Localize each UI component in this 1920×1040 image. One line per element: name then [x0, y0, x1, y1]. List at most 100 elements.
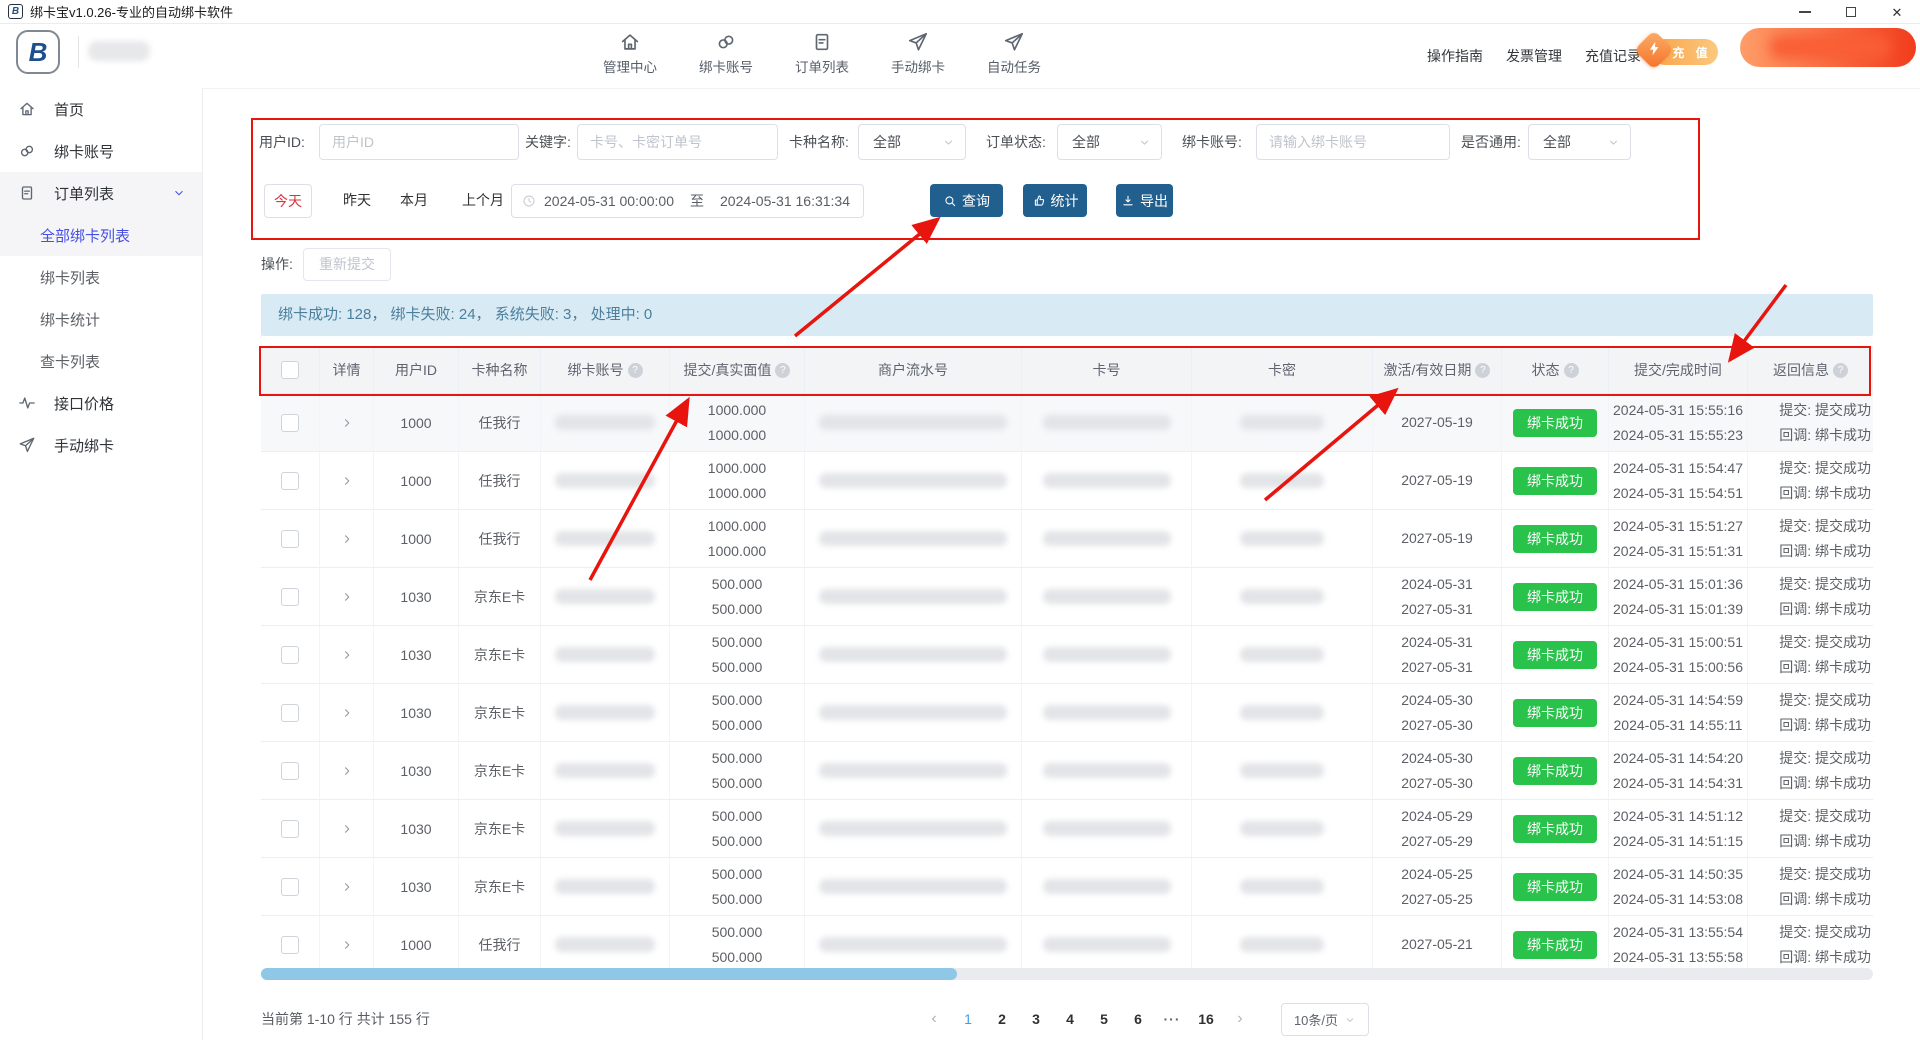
maximize-button[interactable] — [1828, 0, 1874, 24]
query-button[interactable]: 查询 — [930, 184, 1003, 217]
row-checkbox[interactable] — [281, 761, 299, 780]
row-checkbox[interactable] — [281, 471, 299, 490]
keyword-label: 关键字: — [525, 134, 571, 150]
sidebar-item-manual-bind[interactable]: 手动绑卡 — [0, 424, 202, 466]
page-button-6[interactable]: 6 — [1134, 1011, 1142, 1027]
date-line: 2024-05-31 — [1401, 633, 1473, 650]
bind-account-input[interactable] — [1256, 124, 1450, 160]
cell-bind-account-blurred — [541, 510, 670, 567]
result-line: 回调: 绑卡成功 — [1779, 716, 1871, 733]
chevron-right-icon[interactable] — [340, 474, 354, 488]
minimize-button[interactable] — [1782, 0, 1828, 24]
status-badge: 绑卡成功 — [1513, 582, 1597, 611]
row-select-cell — [261, 510, 320, 567]
quick-range-1[interactable]: 今天 — [264, 184, 312, 218]
column-header-label: 状态 — [1531, 362, 1560, 378]
resubmit-button-disabled[interactable]: 重新提交 — [303, 248, 391, 281]
chevron-right-icon[interactable] — [340, 416, 354, 430]
chevron-right-icon[interactable] — [340, 880, 354, 894]
chevron-right-icon[interactable] — [340, 764, 354, 778]
status-badge: 绑卡成功 — [1513, 408, 1597, 437]
link-invoice-manage[interactable]: 发票管理 — [1506, 48, 1562, 64]
row-checkbox[interactable] — [281, 529, 299, 548]
sidebar-item-bind-account[interactable]: 绑卡账号 — [0, 130, 202, 172]
row-checkbox[interactable] — [281, 645, 299, 664]
page-button-16[interactable]: 16 — [1198, 1011, 1214, 1027]
blurred-value — [1042, 473, 1171, 488]
row-detail-cell — [320, 916, 374, 973]
nav-item-bind-account[interactable]: 绑卡账号 — [678, 28, 774, 76]
nav-item-auto-task[interactable]: 自动任务 — [966, 28, 1062, 76]
sidebar: 首页 绑卡账号 订单列表 全部绑卡列表绑卡列表绑卡统计查卡列表接口价格 手动绑卡 — [0, 88, 203, 1040]
help-icon[interactable]: ? — [1563, 362, 1579, 378]
prev-page-button[interactable]: ‹ — [931, 1010, 937, 1027]
page-button-3[interactable]: 3 — [1032, 1011, 1040, 1027]
order-status-select[interactable]: 全部 — [1057, 124, 1162, 160]
scrollbar-thumb[interactable] — [261, 968, 957, 980]
nav-item-manual-bind[interactable]: 手动绑卡 — [870, 28, 966, 76]
cell-card-number-blurred — [1022, 800, 1192, 857]
keyword-input[interactable] — [577, 124, 778, 160]
next-page-button[interactable]: › — [1237, 1010, 1243, 1027]
sidebar-subitem-check-card-list[interactable]: 查卡列表 — [40, 353, 101, 371]
row-checkbox[interactable] — [281, 413, 299, 432]
export-button[interactable]: 导出 — [1116, 184, 1173, 217]
link-recharge-record[interactable]: 充值记录 — [1585, 48, 1641, 64]
sidebar-subitem-bind-list[interactable]: 绑卡列表 — [40, 269, 101, 287]
quick-range-3[interactable]: 本月 — [400, 192, 428, 208]
quick-range-4[interactable]: 上个月 — [462, 192, 504, 208]
sidebar-item-home[interactable]: 首页 — [0, 88, 202, 130]
cell-merchant-serial-blurred — [805, 858, 1022, 915]
nav-item-management-center[interactable]: 管理中心 — [582, 28, 678, 76]
sidebar-subitem-all-bind-list[interactable]: 全部绑卡列表 — [0, 214, 202, 256]
select-all-checkbox[interactable] — [281, 361, 299, 379]
link-operation-guide[interactable]: 操作指南 — [1427, 48, 1483, 64]
blurred-value — [1042, 879, 1171, 894]
universal-select[interactable]: 全部 — [1528, 124, 1631, 160]
help-icon[interactable]: ? — [1833, 362, 1848, 378]
quick-range-2[interactable]: 昨天 — [343, 192, 371, 208]
chevron-right-icon[interactable] — [340, 822, 354, 836]
row-checkbox[interactable] — [281, 819, 299, 838]
page-button-2[interactable]: 2 — [998, 1011, 1006, 1027]
date-range-picker[interactable]: 2024-05-31 00:00:00 至 2024-05-31 16:31:3… — [511, 184, 864, 218]
user-id-input[interactable] — [319, 124, 519, 160]
page-button-1[interactable]: 1 — [964, 1011, 972, 1027]
link-icon — [715, 31, 737, 53]
cell-status: 绑卡成功 — [1502, 452, 1609, 509]
sidebar-subitem-bind-stats[interactable]: 绑卡统计 — [40, 311, 101, 329]
chevron-right-icon[interactable] — [340, 938, 354, 952]
sidebar-item-order-list[interactable]: 订单列表 — [0, 172, 202, 214]
row-checkbox[interactable] — [281, 935, 299, 954]
chevron-right-icon[interactable] — [340, 590, 354, 604]
page-button-5[interactable]: 5 — [1100, 1011, 1108, 1027]
promo-button-blurred[interactable] — [1740, 28, 1916, 67]
help-icon[interactable]: ? — [1475, 362, 1491, 378]
cell-user-id: 1030 — [374, 800, 459, 857]
help-icon[interactable]: ? — [775, 362, 791, 378]
chevron-right-icon[interactable] — [340, 532, 354, 546]
cell-bind-account-blurred — [541, 742, 670, 799]
row-checkbox[interactable] — [281, 587, 299, 606]
row-select-cell — [261, 916, 320, 973]
page-button-4[interactable]: 4 — [1066, 1011, 1074, 1027]
close-button[interactable]: ✕ — [1891, 4, 1903, 20]
time-line: 2024-05-31 14:54:59 — [1613, 691, 1743, 708]
page-ellipsis[interactable]: ··· — [1163, 1011, 1181, 1027]
stats-button[interactable]: 统计 — [1023, 184, 1087, 217]
date-line: 2027-05-31 — [1401, 658, 1473, 675]
nav-item-order-list[interactable]: 订单列表 — [774, 28, 870, 76]
row-select-cell — [261, 394, 320, 451]
help-icon[interactable]: ? — [627, 362, 643, 378]
sidebar-item-api-price[interactable]: 接口价格 — [0, 382, 202, 424]
row-checkbox[interactable] — [281, 877, 299, 896]
nav-item-label: 管理中心 — [603, 60, 657, 75]
horizontal-scrollbar[interactable] — [261, 968, 1873, 980]
cell-face-value: 500.000 500.000 — [670, 684, 805, 741]
chevron-right-icon[interactable] — [340, 648, 354, 662]
page-size-select[interactable]: 10条/页 — [1281, 1003, 1369, 1036]
chevron-right-icon[interactable] — [340, 706, 354, 720]
blurred-value — [819, 647, 1007, 662]
row-checkbox[interactable] — [281, 703, 299, 722]
card-type-select[interactable]: 全部 — [858, 124, 966, 160]
